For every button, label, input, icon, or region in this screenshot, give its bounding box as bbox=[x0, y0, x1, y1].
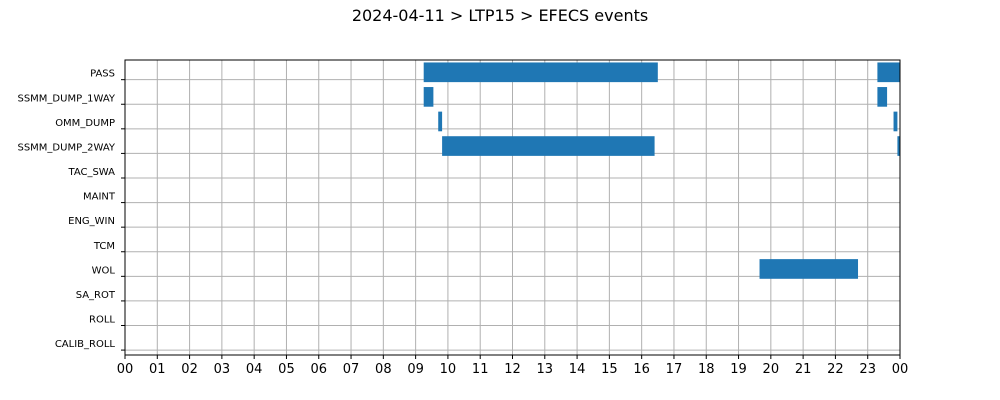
x-tick-label: 18 bbox=[698, 362, 715, 377]
x-tick-label: 00 bbox=[892, 362, 909, 377]
event-bar bbox=[442, 136, 655, 156]
event-bar bbox=[893, 111, 898, 132]
y-tick-label: SSMM_DUMP_2WAY bbox=[17, 142, 115, 153]
grid-layer bbox=[124, 60, 901, 355]
y-tick-label: TAC_SWA bbox=[67, 167, 115, 178]
x-tick-label: 21 bbox=[795, 362, 812, 377]
event-bar bbox=[877, 87, 888, 107]
y-tick-label: MAINT bbox=[83, 192, 116, 203]
x-tick-label: 16 bbox=[633, 362, 650, 377]
x-tick-label: 09 bbox=[407, 362, 424, 377]
y-tick-label: ROLL bbox=[89, 315, 115, 326]
y-tick-label: TCM bbox=[93, 241, 115, 252]
x-tick-label: 02 bbox=[181, 362, 198, 377]
x-tick-label: 22 bbox=[827, 362, 844, 377]
y-tick-label: SA_ROT bbox=[76, 290, 116, 301]
x-tick-label: 03 bbox=[214, 362, 231, 377]
x-tick-label: 05 bbox=[278, 362, 295, 377]
x-tick-label: 15 bbox=[601, 362, 618, 377]
x-tick-label: 10 bbox=[440, 362, 457, 377]
x-tick-label: 04 bbox=[246, 362, 263, 377]
ticks-layer: 00 01 02 03 04 05 06 07 08 09 10 11 12 13 14 15 16 17 18 19… bbox=[17, 69, 908, 377]
x-tick-label: 12 bbox=[504, 362, 521, 377]
event-bar bbox=[877, 62, 900, 83]
x-tick-label: 20 bbox=[763, 362, 780, 377]
y-tick-label: ENG_WIN bbox=[68, 216, 115, 227]
y-tick-label: PASS bbox=[90, 69, 115, 80]
x-tick-label: 01 bbox=[149, 362, 166, 377]
event-bar bbox=[897, 136, 900, 156]
y-tick-label: WOL bbox=[92, 265, 116, 276]
x-tick-label: 07 bbox=[343, 362, 360, 377]
event-bar bbox=[423, 62, 658, 83]
x-tick-label: 11 bbox=[472, 362, 489, 377]
event-bar bbox=[438, 111, 443, 132]
y-tick-label: SSMM_DUMP_1WAY bbox=[17, 93, 115, 104]
x-tick-label: 13 bbox=[537, 362, 554, 377]
event-bar bbox=[759, 259, 859, 279]
y-tick-label: CALIB_ROLL bbox=[55, 339, 116, 350]
x-tick-label: 23 bbox=[859, 362, 876, 377]
y-tick-label: OMM_DUMP bbox=[55, 118, 115, 129]
event-bar bbox=[423, 87, 434, 107]
x-tick-label: 08 bbox=[375, 362, 392, 377]
x-tick-label: 19 bbox=[730, 362, 747, 377]
x-tick-label: 06 bbox=[310, 362, 327, 377]
bars-layer bbox=[423, 62, 900, 279]
x-tick-label: 17 bbox=[666, 362, 683, 377]
chart-title: 2024-04-11 > LTP15 > EFECS events bbox=[351, 6, 649, 25]
x-tick-label: 14 bbox=[569, 362, 586, 377]
x-tick-label: 00 bbox=[117, 362, 134, 377]
